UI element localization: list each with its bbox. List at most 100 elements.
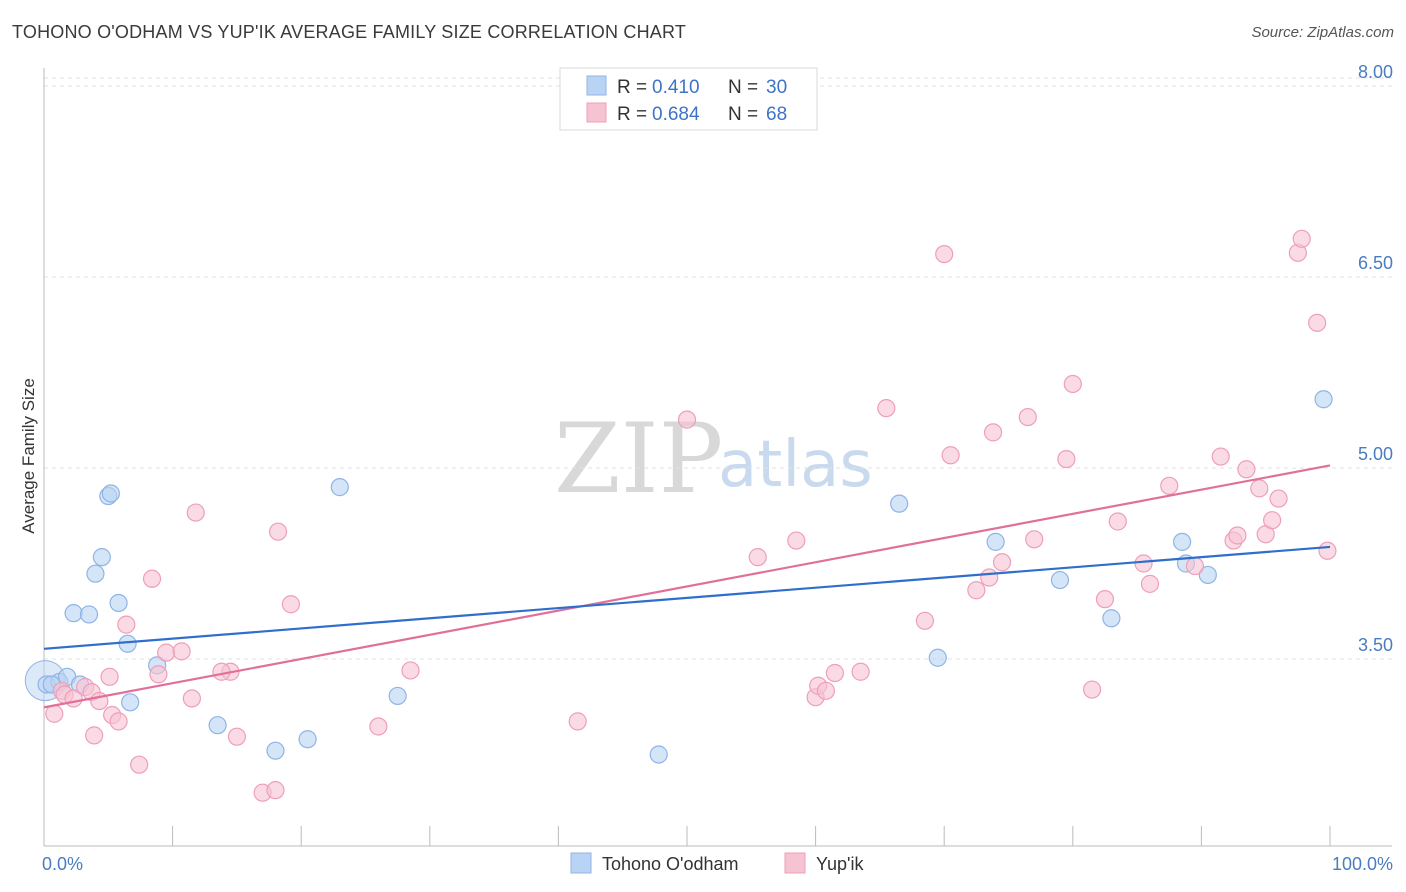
yupik-point bbox=[1292, 229, 1311, 248]
yupik-point bbox=[130, 755, 149, 774]
yupik-point bbox=[677, 410, 697, 429]
yupik-point bbox=[877, 399, 896, 418]
y-tick-labels: 3.50 5.00 6.50 8.00 bbox=[1358, 62, 1393, 655]
yupik-point bbox=[935, 244, 954, 264]
tohono-point bbox=[928, 648, 947, 667]
yupik-point bbox=[1140, 574, 1160, 593]
yupik-point bbox=[1228, 526, 1247, 545]
bottom-legend: Tohono O'odham Yup'ik bbox=[570, 852, 864, 874]
yupik-point bbox=[851, 662, 870, 681]
watermark-atlas: atlas bbox=[718, 428, 873, 502]
yupik-point bbox=[1025, 530, 1044, 549]
bottom-legend-label-tohono: Tohono O'odham bbox=[602, 854, 739, 874]
watermark-zip: ZIP bbox=[554, 403, 723, 515]
yupik-point bbox=[983, 423, 1003, 442]
bottom-legend-swatch-yupik bbox=[784, 852, 806, 874]
yupik-point bbox=[186, 503, 205, 522]
tohono-point bbox=[1102, 609, 1121, 628]
yupik-point bbox=[1185, 556, 1205, 576]
legend-r-label-yupik: R = bbox=[617, 104, 647, 125]
yupik-point bbox=[1269, 489, 1288, 508]
yupik-point bbox=[281, 595, 301, 614]
yupik-point bbox=[45, 704, 64, 723]
yupik-point bbox=[915, 611, 935, 630]
yupik-point bbox=[1095, 590, 1115, 609]
yupik-point bbox=[1018, 407, 1037, 427]
yupik-point bbox=[157, 643, 176, 662]
yupik-point bbox=[1250, 479, 1269, 498]
legend-n-value-yupik: 68 bbox=[766, 104, 787, 125]
yupik-trendline bbox=[43, 464, 1331, 709]
legend: R = 0.410 N = 30 R = 0.684 N = 68 bbox=[559, 67, 818, 131]
yupik-point bbox=[182, 689, 201, 708]
legend-r-label-tohono: R = bbox=[617, 77, 647, 98]
yupik-point bbox=[142, 569, 162, 588]
yupik-point bbox=[1063, 374, 1082, 394]
tohono-point bbox=[208, 716, 227, 735]
yupik-point bbox=[369, 717, 388, 736]
tohono-point bbox=[986, 532, 1005, 551]
yupik-point bbox=[100, 667, 119, 686]
tohono-point bbox=[266, 741, 285, 760]
y-tick-label: 5.00 bbox=[1358, 444, 1393, 464]
legend-n-value-tohono: 30 bbox=[766, 77, 787, 98]
yupik-point bbox=[1160, 476, 1179, 495]
tohono-point bbox=[101, 484, 120, 503]
yupik-point bbox=[1237, 460, 1256, 479]
y-axis-label: Average Family Size bbox=[19, 378, 38, 534]
tohono-point bbox=[1314, 390, 1333, 409]
yupik-point bbox=[967, 581, 986, 600]
yupik-point bbox=[117, 615, 136, 634]
yupik-point bbox=[568, 712, 587, 731]
legend-r-value-yupik: 0.684 bbox=[652, 104, 700, 125]
legend-swatch-tohono bbox=[586, 75, 607, 96]
yupik-point bbox=[212, 662, 231, 681]
tohono-point bbox=[86, 564, 105, 583]
yupik-point bbox=[85, 726, 104, 745]
yupik-point bbox=[816, 681, 835, 700]
yupik-point bbox=[1134, 554, 1153, 573]
yupik-point bbox=[980, 568, 999, 587]
tohono-point bbox=[92, 548, 111, 567]
yupik-point bbox=[172, 642, 191, 661]
yupik-point bbox=[825, 663, 844, 683]
yupik-point bbox=[941, 446, 960, 465]
yupik-point bbox=[1318, 541, 1337, 560]
trendlines bbox=[43, 464, 1331, 709]
tohono-point bbox=[388, 686, 407, 706]
yupik-point bbox=[1308, 313, 1327, 332]
yupik-point bbox=[1057, 449, 1076, 469]
x-tick-label-max: 100.0% bbox=[1332, 854, 1393, 874]
yupik-point bbox=[992, 553, 1012, 572]
tohono-point bbox=[109, 593, 128, 613]
chart-title: TOHONO O'ODHAM VS YUP'IK AVERAGE FAMILY … bbox=[12, 22, 687, 42]
yupik-point bbox=[1263, 511, 1282, 530]
tohono-point bbox=[890, 494, 909, 513]
y-tick-label: 6.50 bbox=[1358, 253, 1393, 273]
series-yupik-points bbox=[45, 229, 1337, 802]
yupik-point bbox=[149, 665, 168, 684]
yupik-point bbox=[109, 712, 128, 731]
yupik-point bbox=[1082, 680, 1102, 699]
x-ticks bbox=[43, 826, 1331, 846]
tohono-trendline bbox=[43, 545, 1331, 650]
legend-n-label-tohono: N = bbox=[728, 77, 758, 98]
tohono-point bbox=[330, 478, 349, 497]
legend-n-label-yupik: N = bbox=[728, 104, 758, 125]
yupik-point bbox=[227, 727, 246, 746]
bottom-legend-label-yupik: Yup'ik bbox=[816, 854, 864, 874]
bottom-legend-swatch-tohono bbox=[570, 852, 592, 874]
yupik-point bbox=[1211, 447, 1230, 466]
x-tick-label-min: 0.0% bbox=[42, 854, 83, 874]
yupik-point bbox=[266, 781, 285, 800]
tohono-point bbox=[298, 730, 317, 749]
tohono-point bbox=[79, 605, 99, 624]
yupik-point bbox=[748, 548, 767, 567]
yupik-point bbox=[1108, 512, 1127, 531]
tohono-point bbox=[1173, 532, 1192, 551]
y-tick-label: 3.50 bbox=[1358, 635, 1393, 655]
tohono-point bbox=[1198, 565, 1217, 585]
watermark: ZIP atlas bbox=[554, 403, 873, 515]
tohono-point bbox=[649, 745, 668, 764]
axes bbox=[43, 68, 1392, 847]
